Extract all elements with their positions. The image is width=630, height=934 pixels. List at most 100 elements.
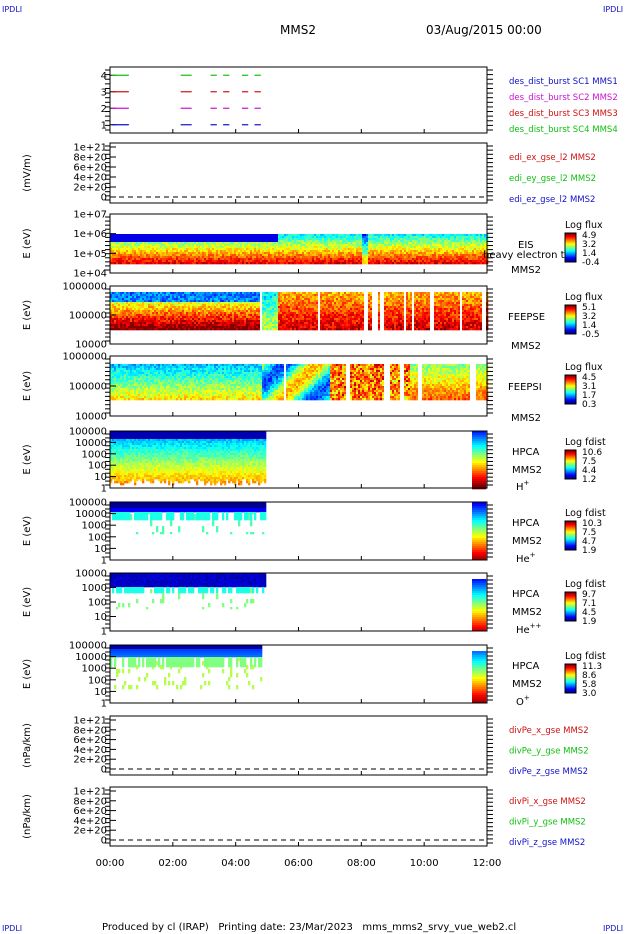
heatmap-cell: [472, 234, 475, 237]
heatmap-cell: [198, 292, 201, 295]
heatmap-cell: [388, 258, 391, 261]
heatmap-cell: [124, 306, 127, 309]
heatmap-cell: [306, 244, 309, 247]
heatmap-cell: [210, 314, 213, 317]
heatmap-cell: [280, 308, 283, 311]
heatmap-cell: [244, 316, 247, 319]
heatmap-cell: [154, 298, 157, 301]
heatmap-cell: [342, 260, 345, 263]
heatmap-cell: [126, 234, 129, 237]
heatmap-cell: [250, 328, 253, 331]
heatmap-cell: [368, 248, 371, 251]
heatmap-cell: [278, 244, 281, 247]
heatmap-cell: [236, 244, 239, 247]
heatmap-cell: [236, 262, 239, 265]
heatmap-cell: [240, 326, 243, 329]
heatmap-cell: [400, 262, 403, 265]
heatmap-cell: [460, 238, 463, 241]
heatmap-cell: [226, 234, 229, 237]
heatmap-cell: [438, 242, 441, 245]
heatmap-cell: [338, 238, 341, 241]
heatmap-cell: [470, 248, 473, 251]
heatmap-cell: [268, 258, 271, 261]
heatmap-cell: [302, 250, 305, 253]
heatmap-cell: [354, 256, 357, 259]
heatmap-cell: [176, 312, 179, 315]
heatmap-cell: [228, 242, 231, 245]
heatmap-cell: [172, 258, 175, 261]
heatmap-cell: [460, 252, 463, 255]
heatmap-cell: [286, 296, 289, 299]
heatmap-cell: [362, 258, 365, 261]
heatmap-cell: [130, 308, 133, 311]
heatmap-cell: [362, 236, 365, 239]
heatmap-cell: [300, 322, 303, 325]
heatmap-cell: [290, 254, 293, 257]
heatmap-cell: [400, 258, 403, 261]
heatmap-cell: [214, 262, 217, 265]
heatmap-cell: [310, 246, 313, 249]
heatmap-cell: [422, 244, 425, 247]
heatmap-cell: [184, 310, 187, 313]
heatmap-cell: [128, 322, 131, 325]
heatmap-cell: [156, 258, 159, 261]
heatmap-cell: [386, 252, 389, 255]
heatmap-cell: [182, 304, 185, 307]
heatmap-cell: [332, 244, 335, 247]
heatmap-cell: [466, 236, 469, 239]
heatmap-cell: [288, 244, 291, 247]
heatmap-cell: [224, 260, 227, 263]
heatmap-cell: [180, 262, 183, 265]
heatmap-cell: [134, 318, 137, 321]
heatmap-cell: [296, 236, 299, 239]
heatmap-cell: [170, 248, 173, 251]
heatmap-cell: [266, 254, 269, 257]
heatmap-cell: [124, 244, 127, 247]
heatmap-cell: [180, 318, 183, 321]
heatmap-cell: [316, 244, 319, 247]
heatmap-cell: [412, 260, 415, 263]
heatmap-cell: [174, 312, 177, 315]
heatmap-cell: [244, 248, 247, 251]
heatmap-cell: [250, 234, 253, 237]
heatmap-cell: [284, 252, 287, 255]
heatmap-cell: [252, 246, 255, 249]
heatmap-cell: [120, 242, 123, 245]
heatmap-cell: [260, 298, 263, 301]
heatmap-cell: [322, 260, 325, 263]
heatmap-cell: [132, 292, 135, 295]
heatmap-cell: [146, 320, 149, 323]
heatmap-cell: [426, 254, 429, 257]
heatmap-cell: [220, 262, 223, 265]
heatmap-cell: [252, 236, 255, 239]
heatmap-cell: [454, 240, 457, 243]
heatmap-cell: [112, 246, 115, 249]
heatmap-cell: [180, 324, 183, 327]
heatmap-cell: [116, 308, 119, 311]
heatmap-cell: [240, 308, 243, 311]
heatmap-cell: [264, 260, 267, 263]
heatmap-cell: [296, 320, 299, 323]
heatmap-cell: [138, 314, 141, 317]
heatmap-cell: [414, 248, 417, 251]
heatmap-cell: [194, 254, 197, 257]
heatmap-cell: [218, 262, 221, 265]
heatmap-cell: [144, 328, 147, 331]
heatmap-cell: [300, 258, 303, 261]
heatmap-cell: [192, 234, 195, 237]
heatmap-cell: [122, 260, 125, 263]
heatmap-cell: [256, 246, 259, 249]
heatmap-cell: [208, 260, 211, 263]
heatmap-cell: [420, 240, 423, 243]
heatmap-cell: [270, 326, 273, 329]
heatmap-cell: [332, 236, 335, 239]
heatmap-cell: [268, 298, 271, 301]
heatmap-cell: [388, 236, 391, 239]
heatmap-cell: [238, 326, 241, 329]
heatmap-cell: [370, 262, 373, 265]
heatmap-cell: [462, 262, 465, 265]
heatmap-cell: [304, 294, 307, 297]
heatmap-cell: [370, 260, 373, 263]
heatmap-cell: [218, 292, 221, 295]
heatmap-cell: [292, 310, 295, 313]
